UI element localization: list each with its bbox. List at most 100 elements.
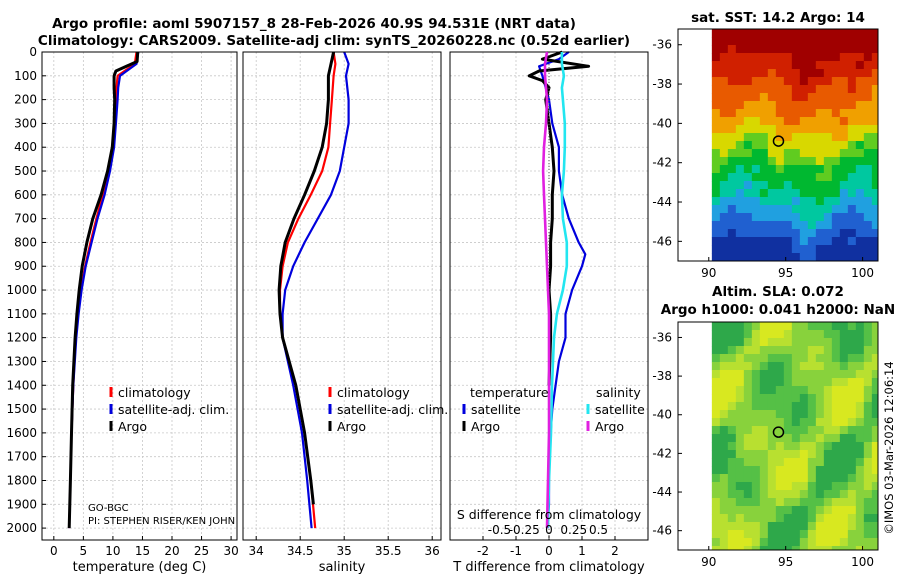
map-cell [831, 237, 841, 246]
x-tick-label: 35.5 [375, 544, 402, 558]
map-cell [823, 53, 833, 62]
map-cell [807, 157, 817, 166]
map-cell [863, 205, 873, 214]
lat-tick-label: -42 [652, 156, 672, 170]
series-line-s-argo [541, 51, 551, 529]
map-cell [815, 522, 825, 531]
map-cell [839, 221, 849, 230]
map-cell [727, 338, 737, 347]
map-cell [839, 330, 849, 339]
map-cell [767, 482, 777, 491]
map-cell [735, 61, 745, 70]
map-cell [735, 157, 745, 166]
map-cell [815, 490, 825, 499]
map-cell [807, 253, 817, 262]
map-cell [855, 330, 865, 339]
map-cell [807, 37, 817, 46]
y-tick-label: 0 [29, 45, 37, 59]
map-cell [831, 322, 841, 331]
map-cell [719, 410, 729, 419]
map-cell [855, 482, 865, 491]
map-cell [743, 450, 753, 459]
y-tick-label: 1500 [6, 402, 37, 416]
map-cell [783, 245, 793, 254]
map-cell [839, 482, 849, 491]
map-cell [855, 253, 865, 262]
map-cell [855, 45, 865, 54]
map-cell [807, 117, 817, 126]
legend-label: Argo [595, 419, 624, 434]
x-tick-label: 2 [611, 544, 619, 558]
map-cell [799, 538, 809, 547]
map-cell [807, 394, 817, 403]
map-cell [751, 322, 761, 331]
map-cell [759, 229, 769, 238]
map-cell [791, 37, 801, 46]
map-cell [719, 466, 729, 475]
map-cell [847, 482, 857, 491]
map-cell [783, 370, 793, 379]
map-cell [783, 514, 793, 523]
map-cell [711, 181, 721, 190]
map-cell [831, 101, 841, 110]
map-cell [767, 354, 777, 363]
map-cell [871, 85, 879, 94]
map-cell [767, 506, 777, 515]
map-cell [775, 29, 785, 38]
map-cell [863, 482, 873, 491]
map-cell [847, 229, 857, 238]
map-cell [823, 45, 833, 54]
map-cell [855, 133, 865, 142]
map-cell [847, 69, 857, 78]
map-cell [751, 530, 761, 539]
map-cell [823, 165, 833, 174]
temperature-panel: 0 5 10 15 20 25 30 temperature (deg C) 0 100 200 30… [6, 45, 238, 575]
map-cell [831, 522, 841, 531]
map-cell [799, 37, 809, 46]
map-cell [751, 514, 761, 523]
map-cell [719, 386, 729, 395]
map-cell [855, 109, 865, 118]
map-cell [743, 141, 753, 150]
map-cell [799, 402, 809, 411]
map-cell [759, 490, 769, 499]
map-cell [711, 109, 721, 118]
map-cell [775, 346, 785, 355]
map-cell [743, 69, 753, 78]
map-cell [807, 498, 817, 507]
legend-title-temperature: temperature [470, 385, 549, 400]
map-cell [767, 362, 777, 371]
lat-tick-label: -42 [652, 446, 672, 460]
map-cell [847, 514, 857, 523]
map-cell [871, 213, 879, 222]
map-cell [727, 410, 737, 419]
map-cell [783, 125, 793, 134]
map-cell [847, 498, 857, 507]
legend-label: satellite-adj. clim. [118, 402, 229, 417]
map-cell [719, 133, 729, 142]
map-cell [807, 546, 817, 551]
map-cell [783, 237, 793, 246]
map-cell [863, 514, 873, 523]
map-cell [831, 45, 841, 54]
map-cell [727, 442, 737, 451]
map-cell [743, 362, 753, 371]
x-tick-label: 0 [50, 544, 58, 558]
map-cell [815, 173, 825, 182]
map-cell [791, 93, 801, 102]
map-cell [847, 378, 857, 387]
map-cell [759, 410, 769, 419]
map-cell [719, 37, 729, 46]
map-cell [711, 402, 721, 411]
map-cell [783, 181, 793, 190]
map-cell [759, 458, 769, 467]
map-cell [863, 522, 873, 531]
map-cell [847, 85, 857, 94]
map-cell [831, 229, 841, 238]
map-cell [783, 458, 793, 467]
map-cell [839, 322, 849, 331]
map-cell [807, 458, 817, 467]
map-cell [735, 466, 745, 475]
map-cell [855, 141, 865, 150]
map-cell [727, 213, 737, 222]
